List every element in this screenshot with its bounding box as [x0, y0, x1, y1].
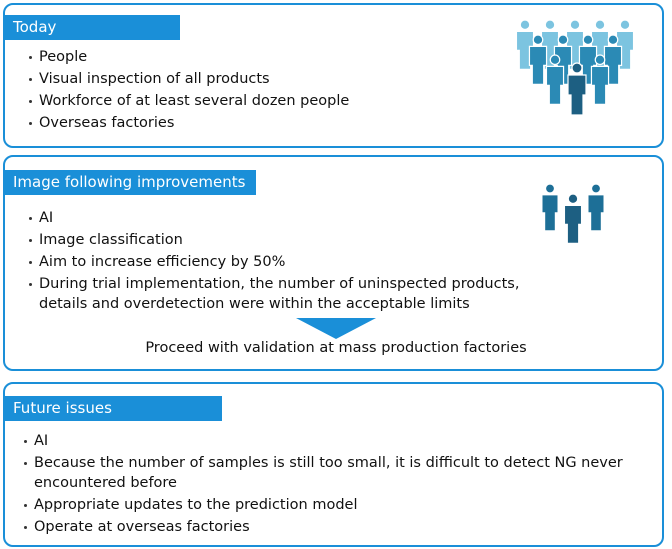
bullet-item: Workforce of at least several dozen peop… [28, 90, 498, 112]
result-text: Proceed with validation at mass producti… [145, 340, 527, 356]
item-text: AI [34, 433, 49, 449]
section-title: Image following improvements [3, 170, 256, 195]
item-list: AI Image classification Aim to increase ef… [28, 207, 538, 315]
bullet-item: Because the number of samples is still t… [23, 453, 623, 493]
arrow [296, 318, 376, 339]
item-text: Visual inspection of all products [39, 71, 270, 87]
bullet-item: People [28, 46, 498, 68]
section-title: Future issues [3, 396, 222, 421]
bullet [24, 440, 27, 443]
item-text: Operate at overseas factories [34, 519, 250, 535]
bullet-item: Visual inspection of all products [28, 68, 498, 90]
item-text: Overseas factories [39, 115, 175, 131]
section-box [3, 3, 664, 148]
bullet-item: AI [23, 430, 623, 452]
item-text: Because the number of samples is still t… [34, 455, 623, 491]
people-icon [541, 183, 605, 244]
bullet [29, 122, 32, 125]
bullet [29, 217, 32, 220]
bullet [29, 283, 32, 286]
bullet-item: Aim to increase efficiency by 50% [28, 251, 538, 273]
person [528, 34, 548, 85]
person [567, 62, 587, 116]
bullet [29, 239, 32, 242]
item-text: AI [39, 210, 54, 226]
bullet-item: Operate at overseas factories [23, 516, 623, 538]
bullet-item: Appropriate updates to the prediction mo… [23, 494, 623, 516]
item-text: Aim to increase efficiency by 50% [39, 254, 286, 270]
bullet-item: Overseas factories [28, 112, 498, 134]
bullet [29, 261, 32, 264]
person [545, 54, 565, 105]
bullet [24, 462, 27, 465]
section-title: Today [3, 15, 180, 40]
section-box [3, 155, 664, 371]
bullet [29, 100, 32, 103]
item-text: During trial implementation, the number … [39, 276, 520, 312]
section-box [3, 382, 664, 547]
bullet-item: AI [28, 207, 538, 229]
item-text: Workforce of at least several dozen peop… [39, 93, 350, 109]
item-list: AI Because the number of samples is still… [23, 430, 623, 538]
item-list: People Visual inspection of all products W… [28, 46, 498, 134]
people-icon [515, 19, 635, 116]
person [541, 183, 559, 232]
person [563, 193, 583, 244]
item-text: Appropriate updates to the prediction mo… [34, 497, 358, 513]
bullet [24, 526, 27, 529]
item-text: Image classification [39, 232, 183, 248]
bullet [29, 78, 32, 81]
item-text: People [39, 49, 88, 65]
bullet [24, 504, 27, 507]
person [590, 54, 610, 105]
person [587, 183, 605, 232]
bullet-item: During trial implementation, the number … [28, 274, 538, 314]
bullet [29, 56, 32, 59]
bullet-item: Image classification [28, 229, 538, 251]
